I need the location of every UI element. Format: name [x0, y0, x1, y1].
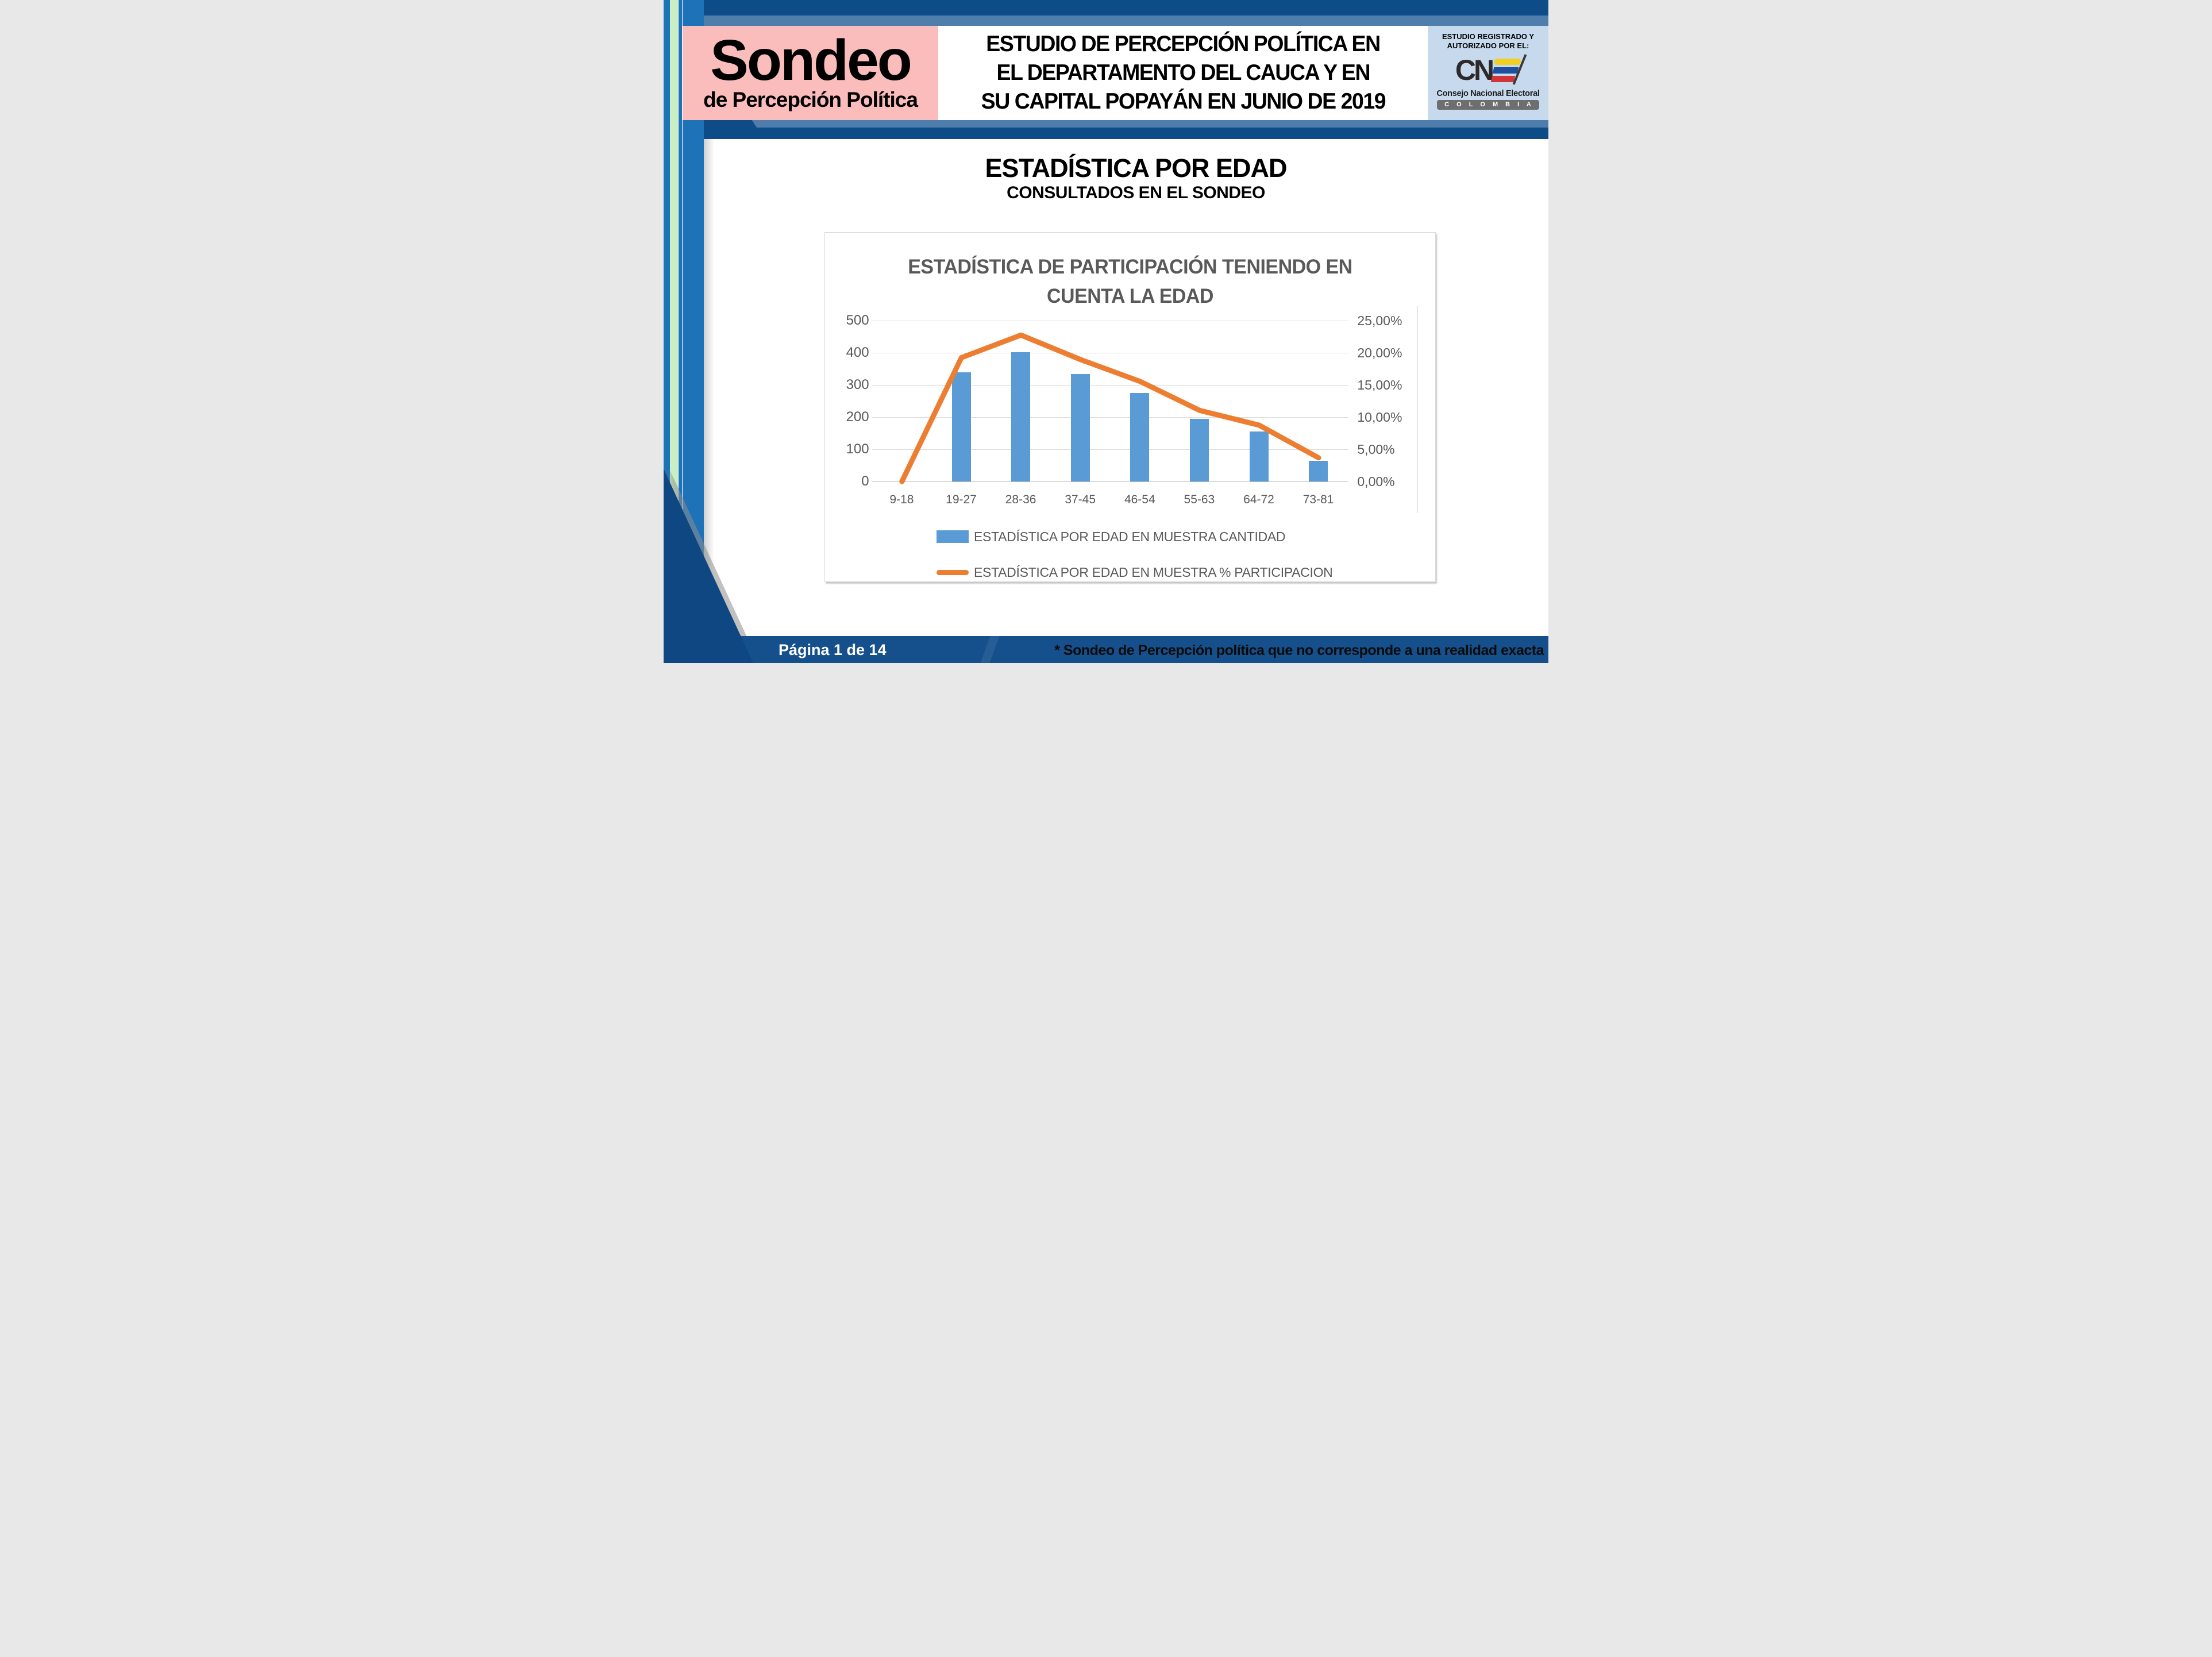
cne-flag-bar-blue — [1492, 67, 1519, 74]
legend-item-cantidad: ESTADÍSTICA POR EDAD EN MUESTRA CANTIDAD — [937, 529, 1286, 544]
decor-stripe-divider — [678, 0, 679, 663]
y-axis-label: 100 — [846, 441, 869, 457]
slide: Sondeo de Percepción Política ESTUDIO DE… — [664, 0, 1548, 663]
secondary-y-axis-label: 20,00% — [1357, 345, 1402, 361]
cne-country-badge: C O L O M B I A — [1437, 100, 1539, 110]
x-axis-label: 55-63 — [1184, 493, 1215, 507]
legend-swatch-line-icon — [937, 569, 969, 575]
secondary-y-axis-label: 15,00% — [1357, 377, 1402, 393]
gridline — [872, 481, 1348, 483]
y-axis-label: 0 — [861, 473, 869, 490]
chart-title-line: ESTADÍSTICA DE PARTICIPACIÓN TENIENDO EN — [908, 256, 1352, 278]
slide-title-line: SU CAPITAL POPAYÁN EN JUNIO DE 2019 — [981, 89, 1386, 114]
slide-title-line: EL DEPARTAMENTO DEL CAUCA Y EN — [996, 60, 1370, 85]
footer-accent-stripe — [980, 636, 1000, 663]
slide-title-box: ESTUDIO DE PERCEPCIÓN POLÍTICA EN EL DEP… — [941, 26, 1425, 120]
age-statistics-chart: ESTADÍSTICA DE PARTICIPACIÓN TENIENDO EN… — [824, 232, 1436, 582]
secondary-y-axis-label: 10,00% — [1357, 410, 1402, 425]
legend-label: ESTADÍSTICA POR EDAD EN MUESTRA % PARTIC… — [974, 564, 1333, 580]
bar-73-81 — [1309, 460, 1328, 482]
cne-registered-text: ESTUDIO REGISTRADO Y AUTORIZADO POR EL: — [1442, 32, 1534, 51]
y-axis-label: 500 — [846, 313, 869, 329]
cne-registered-line: ESTUDIO REGISTRADO Y — [1442, 32, 1535, 41]
sondeo-logo-title: Sondeo — [710, 28, 912, 93]
header-underline-band-navy-block — [704, 120, 757, 128]
bar-46-54 — [1130, 393, 1150, 482]
header-underline-band-slate — [751, 120, 1548, 128]
bar-55-63 — [1189, 419, 1209, 482]
decor-stripe-divider — [682, 0, 683, 663]
section-subtitle: CONSULTADOS EN EL SONDEO — [1007, 183, 1265, 202]
footer-disclaimer: * Sondeo de Percepción política que no c… — [1054, 642, 1544, 658]
bar-37-45 — [1070, 373, 1090, 482]
legend-swatch-bar-icon — [937, 530, 969, 543]
x-axis-label: 9-18 — [889, 493, 914, 507]
header-band-navy — [664, 0, 1548, 16]
x-axis-label: 46-54 — [1124, 493, 1155, 507]
secondary-y-axis-label: 0,00% — [1357, 474, 1395, 490]
x-axis-label: 19-27 — [946, 493, 977, 507]
chart-title-line: CUENTA LA EDAD — [1047, 285, 1213, 307]
bar-64-72 — [1249, 431, 1269, 482]
x-axis-label: 37-45 — [1065, 493, 1096, 507]
x-axis-label: 73-81 — [1302, 493, 1334, 507]
sondeo-logo-box: Sondeo de Percepción Política — [683, 26, 938, 120]
cne-authorization-box: ESTUDIO REGISTRADO Y AUTORIZADO POR EL: … — [1428, 26, 1548, 120]
bar-19-27 — [951, 372, 971, 482]
header-band-slate — [664, 16, 1548, 26]
sondeo-logo-subtitle: de Percepción Política — [703, 88, 918, 111]
x-axis-label: 28-36 — [1005, 493, 1036, 507]
cne-registered-line: AUTORIZADO POR EL: — [1447, 41, 1529, 50]
cne-flag-bar-yellow — [1494, 58, 1521, 65]
decor-stripe-blue-outer — [664, 0, 670, 663]
gridline — [872, 385, 1348, 386]
cne-org-name: Consejo Nacional Electoral — [1436, 89, 1540, 98]
cne-flag-bars-icon — [1490, 58, 1521, 82]
secondary-y-axis-label: 25,00% — [1357, 313, 1402, 329]
cne-flag-bar-red — [1490, 75, 1516, 82]
header-underline-band-navy — [704, 128, 1548, 139]
footer-bar: Página 1 de 14 * Sondeo de Percepción po… — [664, 636, 1548, 663]
page-number: Página 1 de 14 — [779, 641, 887, 658]
secondary-axis-line — [1417, 306, 1418, 513]
gridline — [872, 417, 1348, 418]
line-series-participacion — [899, 332, 1321, 484]
x-axis-label: 64-72 — [1243, 493, 1274, 507]
y-axis-label: 400 — [846, 345, 869, 361]
y-axis-label: 300 — [846, 377, 869, 393]
gridline — [872, 449, 1348, 450]
decor-stripe-blue-inner — [679, 0, 682, 663]
section-heading: ESTADÍSTICA POR EDAD CONSULTADOS EN EL S… — [985, 153, 1287, 202]
chart-title: ESTADÍSTICA DE PARTICIPACIÓN TENIENDO EN… — [825, 252, 1435, 311]
secondary-y-axis-label: 5,00% — [1357, 442, 1395, 457]
legend-item-participacion: ESTADÍSTICA POR EDAD EN MUESTRA % PARTIC… — [937, 564, 1333, 580]
bar-28-36 — [1011, 352, 1031, 482]
section-title: ESTADÍSTICA POR EDAD — [985, 153, 1287, 183]
cne-logo-text: CN — [1455, 54, 1494, 86]
legend-label: ESTADÍSTICA POR EDAD EN MUESTRA CANTIDAD — [974, 529, 1286, 544]
cne-logo: CN — [1455, 54, 1527, 86]
slide-title-line: ESTUDIO DE PERCEPCIÓN POLÍTICA EN — [986, 32, 1381, 56]
y-axis-label: 200 — [846, 409, 869, 425]
